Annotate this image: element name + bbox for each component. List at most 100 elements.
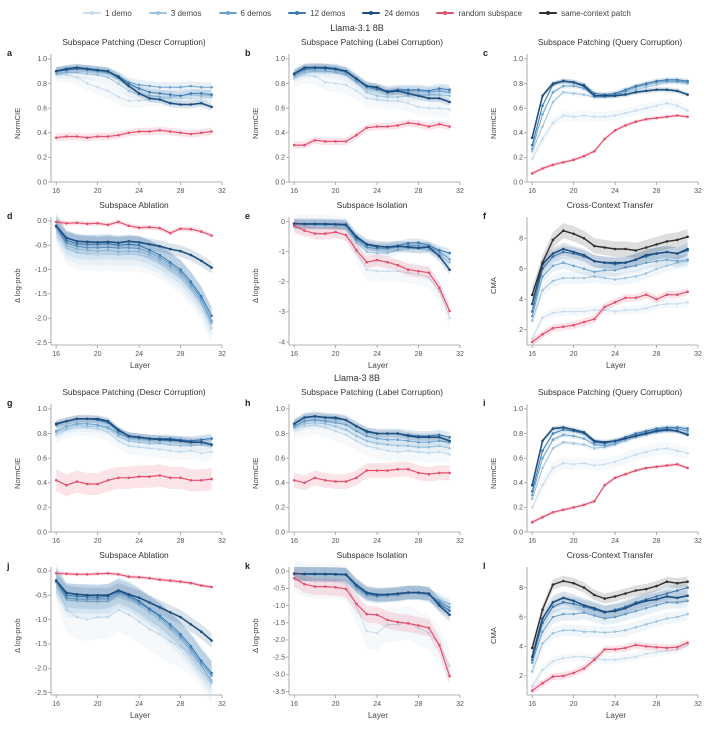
axes: 16 20 24 28 32 0.0 0.2 0.4 0.6 0.8 1.0: [37, 404, 226, 545]
svg-text:28: 28: [653, 701, 661, 708]
series-1-demo: [530, 297, 689, 344]
svg-text:28: 28: [177, 188, 185, 195]
chart-svg-i: 16 20 24 28 32 0.0 0.2 0.4 0.6 0.8 1.0: [513, 404, 702, 545]
svg-text:24: 24: [373, 188, 381, 195]
panel-grid: g Subspace Patching (Descr Corruption) N…: [0, 385, 714, 722]
legend: 1 demo 3 demos 6 demos 12 demos 24 demos…: [0, 4, 714, 22]
svg-text:0.4: 0.4: [37, 480, 47, 487]
panel-body: Δ log-prob 16 20 24 28 32 0.0 -0.5 -1.0 -1.5 -2.0…: [12, 211, 238, 361]
legend-item-same-context-patch: same-context patch: [539, 9, 631, 18]
series-random-subspace: [54, 571, 213, 589]
svg-text:32: 32: [218, 538, 226, 545]
axes: 16 20 24 28 32 0.0 0.2 0.4 0.6 0.8 1.0: [275, 404, 464, 545]
svg-text:0.2: 0.2: [37, 155, 47, 162]
legend-item-label: 3 demos: [170, 8, 202, 18]
panel-title: Subspace Patching (Label Corruption): [301, 387, 443, 397]
y-axis-label: NormCIE: [251, 457, 260, 489]
panel-letter: e: [245, 211, 251, 221]
svg-text:-0.5: -0.5: [35, 243, 47, 250]
panel-i: i Subspace Patching (Query Corruption) N…: [476, 385, 714, 548]
svg-text:0.6: 0.6: [275, 105, 285, 112]
series-1-demo: [292, 66, 451, 118]
svg-text:-1.5: -1.5: [273, 620, 285, 627]
svg-text:20: 20: [94, 188, 102, 195]
series-1-demo: [530, 640, 689, 691]
svg-text:-3.5: -3.5: [273, 689, 285, 696]
svg-text:-2.5: -2.5: [273, 654, 285, 661]
svg-text:0.0: 0.0: [37, 529, 47, 536]
panel-letter: a: [7, 48, 13, 58]
panel-h: h Subspace Patching (Label Corruption) N…: [238, 385, 476, 548]
svg-text:-3: -3: [279, 309, 285, 316]
y-axis-label: CMA: [489, 627, 498, 645]
svg-text:28: 28: [177, 351, 185, 358]
series-24-demos: [292, 566, 451, 622]
panel-body: NormCIE 16 20 24 28 32 0.0 0.2 0.4 0.6 0.8 1.0: [488, 398, 714, 548]
legend-item-label: 6 demos: [240, 8, 272, 18]
svg-text:-2.5: -2.5: [35, 690, 47, 697]
series-random-subspace: [292, 461, 451, 491]
panel-body: Δ log-prob 16 20 24 28 32 0.0 -0.5 -1.0 -1.5 -2.0…: [250, 561, 476, 711]
svg-text:24: 24: [611, 701, 619, 708]
legend-item-label: 12 demos: [310, 8, 346, 18]
svg-text:16: 16: [290, 538, 298, 545]
panel-body: NormCIE 16 20 24 28 32 0.0 0.2 0.4 0.6 0.8 1.0: [250, 398, 476, 548]
svg-text:32: 32: [456, 188, 464, 195]
legend-marker-icon: [436, 11, 455, 15]
svg-text:32: 32: [694, 538, 702, 545]
section-Llama-3.1-8B: Llama-3.1 8B a Subspace Patching (Descr …: [0, 22, 714, 372]
svg-text:-0.5: -0.5: [35, 593, 47, 600]
y-axis-label: CMA: [489, 277, 498, 295]
series-3-demos: [292, 416, 451, 455]
legend-item-label: same-context patch: [561, 8, 631, 18]
chart-svg-b: 16 20 24 28 32 0.0 0.2 0.4 0.6 0.8 1.0: [275, 54, 464, 195]
svg-text:1.0: 1.0: [37, 406, 47, 413]
series-6-demos: [292, 413, 451, 449]
panel-a: a Subspace Patching (Descr Corruption) N…: [0, 35, 238, 198]
svg-text:20: 20: [570, 701, 578, 708]
svg-text:0.0: 0.0: [275, 179, 285, 186]
svg-text:0.4: 0.4: [513, 480, 523, 487]
svg-text:28: 28: [415, 701, 423, 708]
x-axis-label: Layer: [605, 361, 626, 370]
svg-text:0.4: 0.4: [275, 130, 285, 137]
svg-text:0.2: 0.2: [275, 155, 285, 162]
svg-text:0.6: 0.6: [37, 105, 47, 112]
panel-letter: c: [483, 48, 489, 58]
axes: 16 20 24 28 32 0.0 -0.5 -1.0 -1.5 -2.0 -2.5 -3.0 -3.…: [273, 567, 464, 708]
x-axis-label: Layer: [129, 361, 150, 370]
svg-text:2: 2: [519, 327, 523, 334]
y-axis-label: NormCIE: [13, 107, 22, 139]
y-axis-label: NormCIE: [251, 107, 260, 139]
panel-b: b Subspace Patching (Label Corruption) N…: [238, 35, 476, 198]
svg-text:0.8: 0.8: [513, 81, 523, 88]
panel-grid: a Subspace Patching (Descr Corruption) N…: [0, 35, 714, 372]
y-axis-label: NormCIE: [489, 457, 498, 489]
panel-g: g Subspace Patching (Descr Corruption) N…: [0, 385, 238, 548]
axes: 16 20 24 28 32 0 -1 -2 -3 -4: [279, 217, 464, 358]
svg-text:20: 20: [570, 188, 578, 195]
svg-text:20: 20: [332, 538, 340, 545]
svg-text:24: 24: [135, 188, 143, 195]
svg-text:32: 32: [456, 538, 464, 545]
plot-area: 16 20 24 28 32 0.0 0.2 0.4 0.6 0.8 1.0: [23, 398, 228, 548]
plot-area: 16 20 24 28 32 0.0 -0.5 -1.0 -1.5 -2.0 -2.5: [23, 561, 228, 711]
series-1-demo: [292, 415, 451, 465]
plot-area: 16 20 24 28 32 0.0 0.2 0.4 0.6 0.8 1.0: [261, 48, 466, 198]
series-3-demos: [530, 608, 689, 678]
legend-marker-icon: [218, 11, 237, 15]
series-random-subspace: [530, 113, 689, 176]
svg-text:0.2: 0.2: [275, 505, 285, 512]
svg-text:4: 4: [519, 297, 523, 304]
svg-text:0.0: 0.0: [37, 568, 47, 575]
svg-text:-2: -2: [279, 279, 285, 286]
series-random-subspace: [292, 119, 451, 149]
series-random-subspace: [54, 464, 213, 497]
svg-text:-2.0: -2.0: [35, 316, 47, 323]
svg-text:0.4: 0.4: [513, 130, 523, 137]
svg-text:-2.0: -2.0: [273, 637, 285, 644]
panel-e: e Subspace Isolation Δ log-prob 16 20 24 28…: [238, 198, 476, 372]
panel-title: Subspace Patching (Descr Corruption): [62, 37, 206, 47]
axes: 16 20 24 28 32 0.0 -0.5 -1.0 -1.5 -2.0 -2.5: [35, 567, 226, 708]
